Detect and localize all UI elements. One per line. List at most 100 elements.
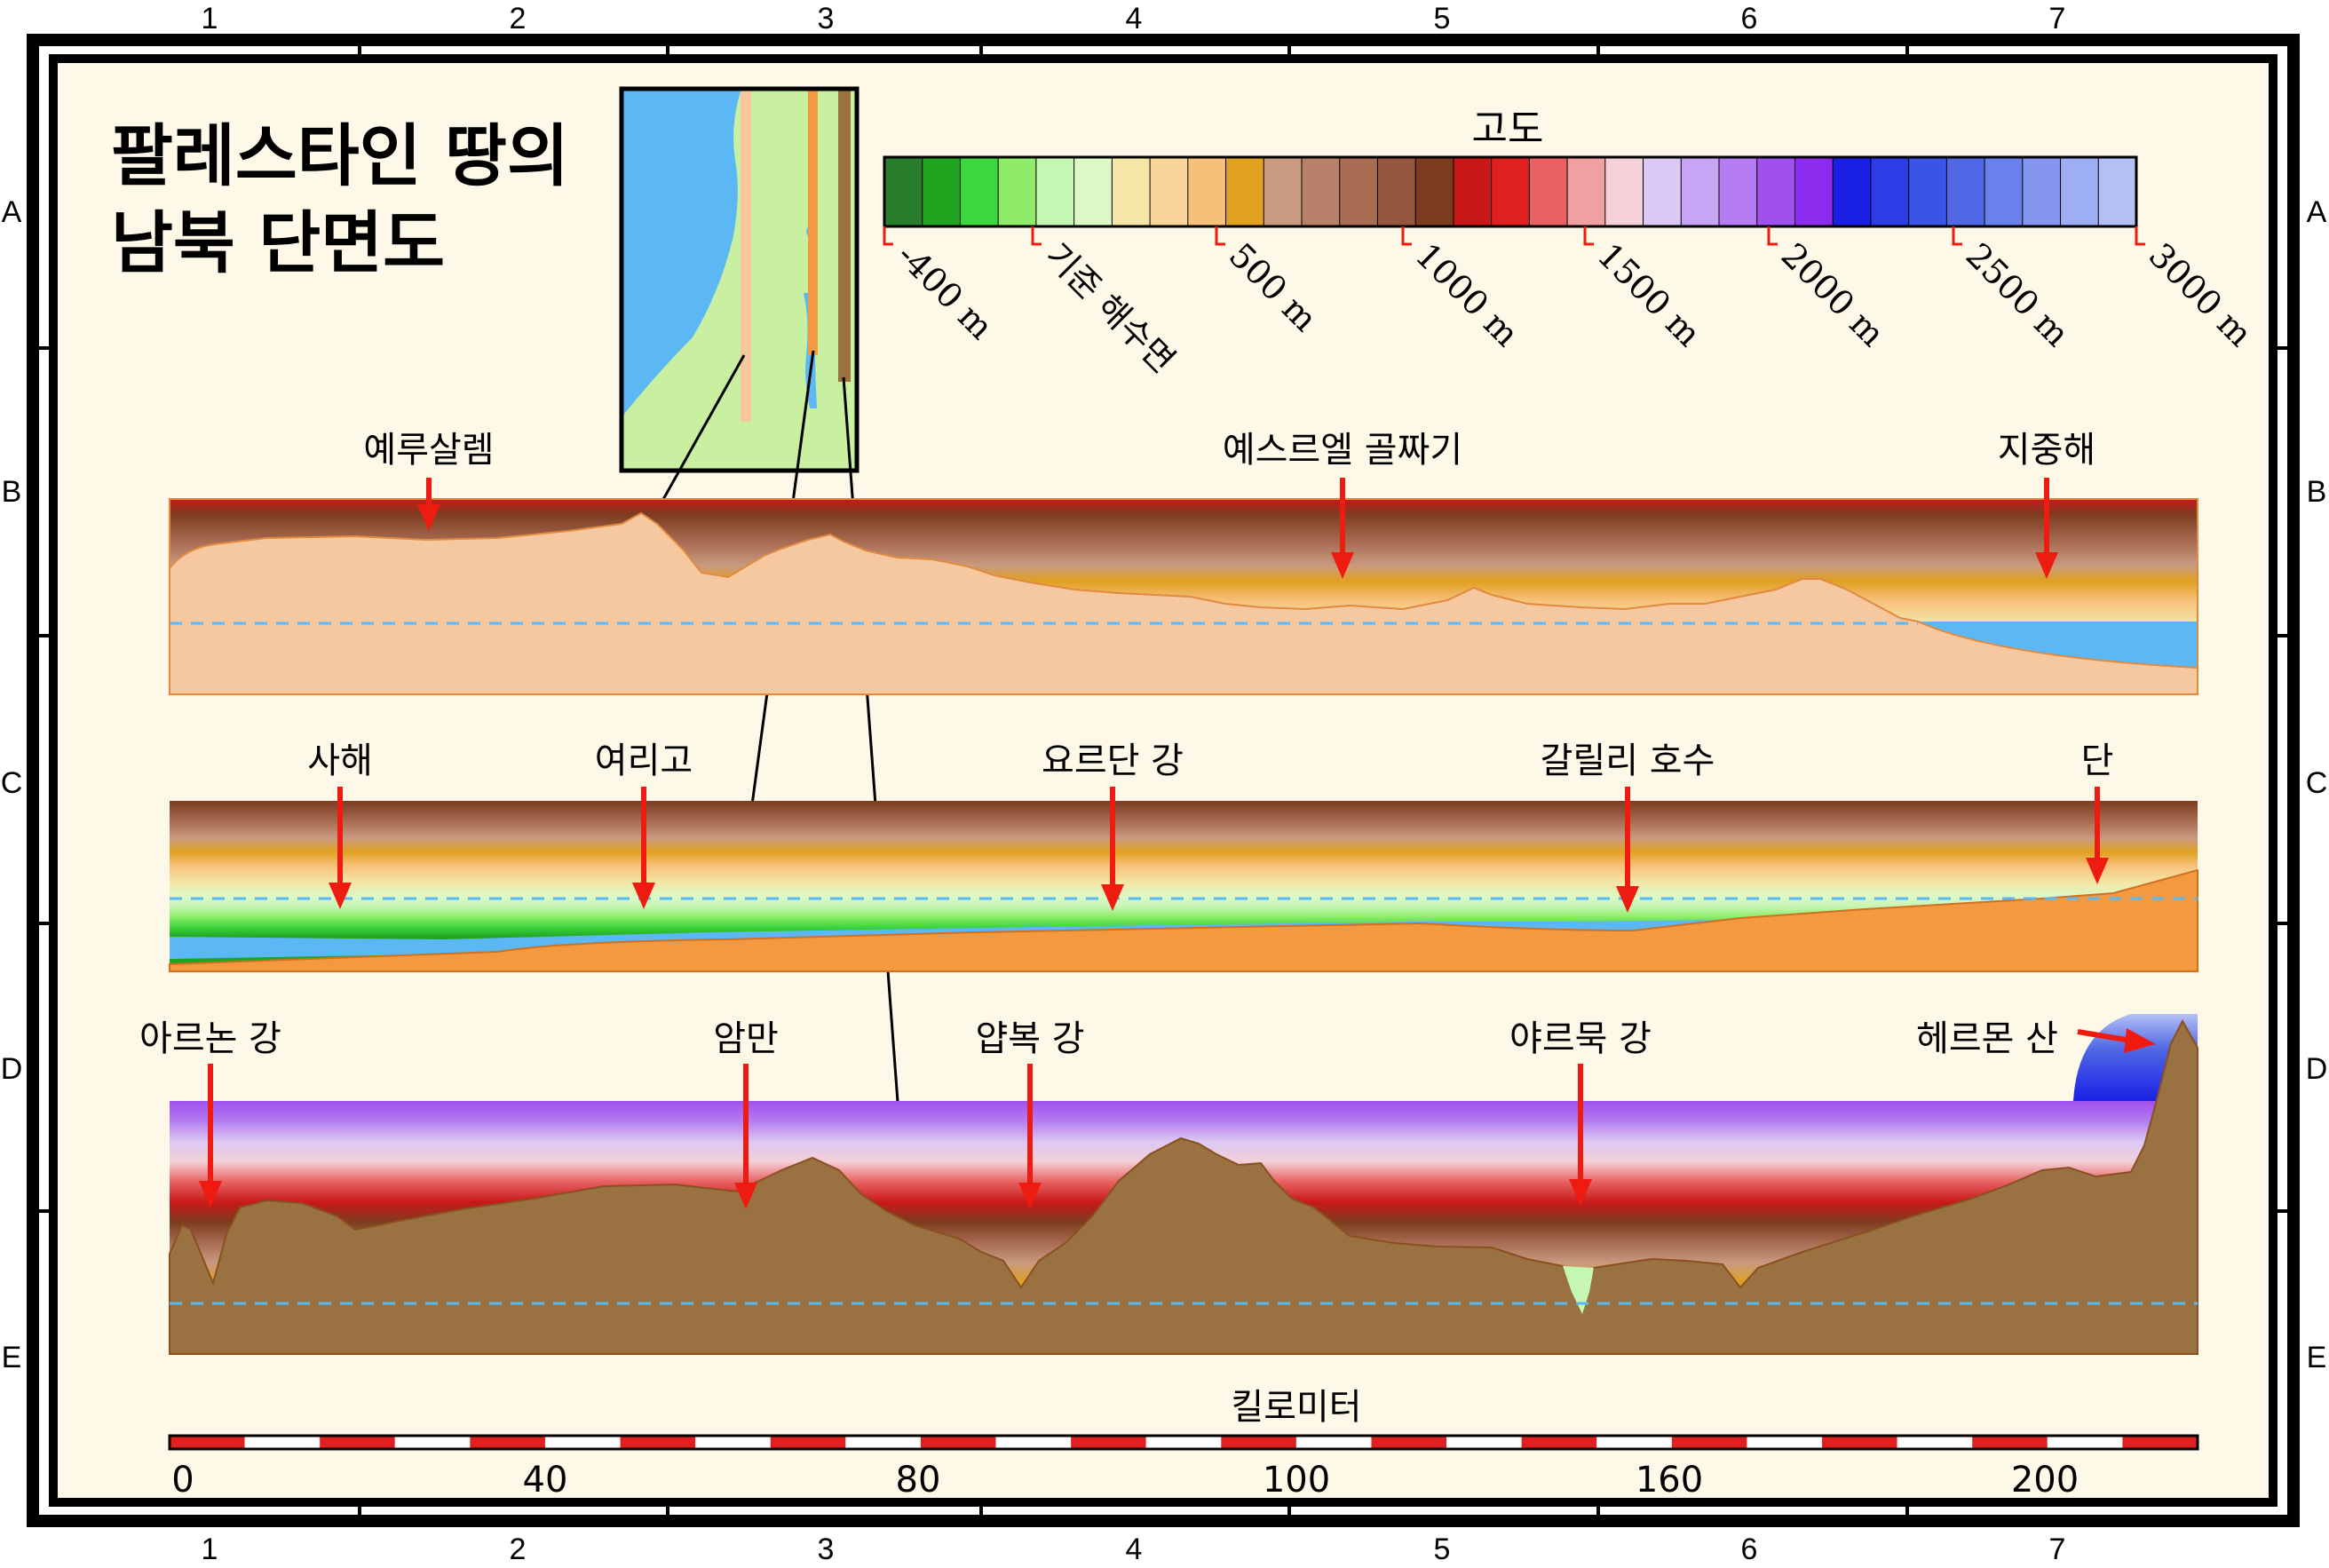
arrow-head bbox=[199, 1181, 222, 1208]
grid-row-d: D bbox=[1, 1052, 23, 1086]
scale-segment bbox=[244, 1436, 321, 1449]
scale-label-200: 200 bbox=[2011, 1460, 2079, 1501]
grid-col-1: 1 bbox=[202, 2, 218, 36]
legend-color-bar bbox=[883, 156, 2137, 227]
label-arnon-river: 아르논 강 bbox=[139, 1018, 281, 1059]
legend-swatch bbox=[1566, 156, 1606, 227]
arrow-head bbox=[1331, 552, 1354, 579]
arrow-head bbox=[2035, 552, 2058, 579]
label-dead-sea: 사해 bbox=[307, 740, 373, 781]
legend-swatch bbox=[1414, 156, 1454, 227]
arrow-head bbox=[329, 883, 352, 909]
legend-title: 고도 bbox=[1472, 107, 1544, 152]
scale-segment bbox=[845, 1436, 921, 1449]
legend-swatch bbox=[1225, 156, 1265, 227]
scale-segment bbox=[1972, 1436, 2048, 1449]
legend-swatch bbox=[1756, 156, 1796, 227]
legend-swatch bbox=[922, 156, 962, 227]
profile-top bbox=[169, 498, 2198, 695]
scale-segment bbox=[920, 1436, 996, 1449]
scale-title: 킬로미터 bbox=[1231, 1387, 1361, 1428]
grid-ticks bbox=[32, 39, 2294, 1522]
scale-label-40: 40 bbox=[523, 1460, 568, 1501]
arrow-head bbox=[1018, 1183, 1042, 1209]
grid-row-c: C bbox=[2306, 766, 2328, 800]
legend-swatch bbox=[1945, 156, 1986, 227]
scale-segment bbox=[770, 1436, 846, 1449]
legend-tick bbox=[1401, 226, 1412, 246]
arrow-head bbox=[734, 1183, 757, 1209]
legend-swatch bbox=[1491, 156, 1531, 227]
grid-row-a: A bbox=[2, 195, 22, 229]
arrow-shaft bbox=[2077, 1029, 2132, 1043]
label-mount-hermon: 헤르몬 산 bbox=[1916, 1018, 2058, 1059]
legend-tick bbox=[2135, 226, 2145, 246]
legend-swatch bbox=[1187, 156, 1227, 227]
map-title-line2: 남북 단면도 bbox=[111, 203, 445, 282]
legend-swatch bbox=[1301, 156, 1341, 227]
legend-swatch bbox=[1263, 156, 1303, 227]
legend-swatch bbox=[1870, 156, 1910, 227]
legend-swatch bbox=[1149, 156, 1189, 227]
legend-swatch bbox=[959, 156, 1000, 227]
arrow-head bbox=[2124, 1028, 2156, 1053]
legend-tick bbox=[1952, 226, 1962, 246]
grid-col-7: 7 bbox=[2049, 1532, 2066, 1566]
legend-swatch bbox=[1643, 156, 1683, 227]
label-jerusalem: 예루살렘 bbox=[363, 430, 494, 471]
scale-segment bbox=[1897, 1436, 1973, 1449]
arrow-head bbox=[1569, 1179, 1592, 1206]
legend-swatch bbox=[1339, 156, 1379, 227]
arrow-head bbox=[632, 883, 655, 909]
scale-segment bbox=[1747, 1436, 1823, 1449]
legend-swatch bbox=[1984, 156, 2024, 227]
grid-col-6: 6 bbox=[1741, 1532, 1758, 1566]
grid-row-a: A bbox=[2307, 195, 2327, 229]
legend-swatch bbox=[1073, 156, 1113, 227]
arrow-head bbox=[1101, 884, 1124, 911]
grid-col-3: 3 bbox=[818, 1532, 835, 1566]
label-mediterranean-sea: 지중해 bbox=[1998, 430, 2095, 471]
grid-col-7: 7 bbox=[2049, 2, 2066, 36]
label-jabbok-river: 얍복 강 bbox=[975, 1018, 1084, 1059]
grid-col-4: 4 bbox=[1126, 1532, 1143, 1566]
scale-segment bbox=[1521, 1436, 1597, 1449]
scale-segment bbox=[1221, 1436, 1296, 1449]
scale-segment bbox=[695, 1436, 771, 1449]
scale-bar bbox=[168, 1434, 2199, 1451]
legend-swatch bbox=[1376, 156, 1417, 227]
grid-row-e: E bbox=[2, 1341, 22, 1374]
legend-swatch bbox=[1604, 156, 1644, 227]
grid-col-6: 6 bbox=[1741, 2, 1758, 36]
scale-segment bbox=[544, 1436, 621, 1449]
grid-row-labels-right: A B C D E bbox=[2306, 195, 2328, 1374]
arrow-head bbox=[1616, 886, 1639, 913]
label-sea-of-galilee: 갈릴리 호수 bbox=[1541, 740, 1715, 781]
label-yarmuk-river: 야르묵 강 bbox=[1509, 1018, 1652, 1059]
legend-swatch bbox=[1832, 156, 1872, 227]
scale-segment bbox=[470, 1436, 545, 1449]
arrow-head bbox=[417, 504, 440, 531]
legend-swatch bbox=[1718, 156, 1758, 227]
kilometer-scale: 킬로미터 0 40 80 100 160 200 bbox=[168, 1387, 2199, 1501]
label-dan: 단 bbox=[2081, 740, 2114, 781]
grid-row-b: B bbox=[2, 475, 22, 509]
scale-segment bbox=[1671, 1436, 1747, 1449]
legend-swatch bbox=[1035, 156, 1075, 227]
label-jezreel-valley: 예스르엘 골짜기 bbox=[1223, 430, 1462, 471]
grid-col-2: 2 bbox=[510, 2, 527, 36]
scale-segment bbox=[170, 1436, 245, 1449]
legend-swatch bbox=[1908, 156, 1948, 227]
scale-outline bbox=[168, 1434, 2199, 1451]
label-jericho: 여리고 bbox=[595, 740, 693, 781]
grid-col-4: 4 bbox=[1126, 2, 1143, 36]
grid-col-5: 5 bbox=[1434, 2, 1451, 36]
legend-swatch bbox=[2022, 156, 2062, 227]
map-title-line1: 팔레스타인 땅의 bbox=[111, 116, 569, 195]
scale-segment bbox=[2122, 1436, 2198, 1449]
legend-swatch bbox=[1528, 156, 1569, 227]
profile-bottom bbox=[169, 1014, 2198, 1355]
scale-segment bbox=[1596, 1436, 1672, 1449]
grid-row-labels-left: A B C D E bbox=[1, 195, 23, 1374]
legend-swatch bbox=[1453, 156, 1493, 227]
